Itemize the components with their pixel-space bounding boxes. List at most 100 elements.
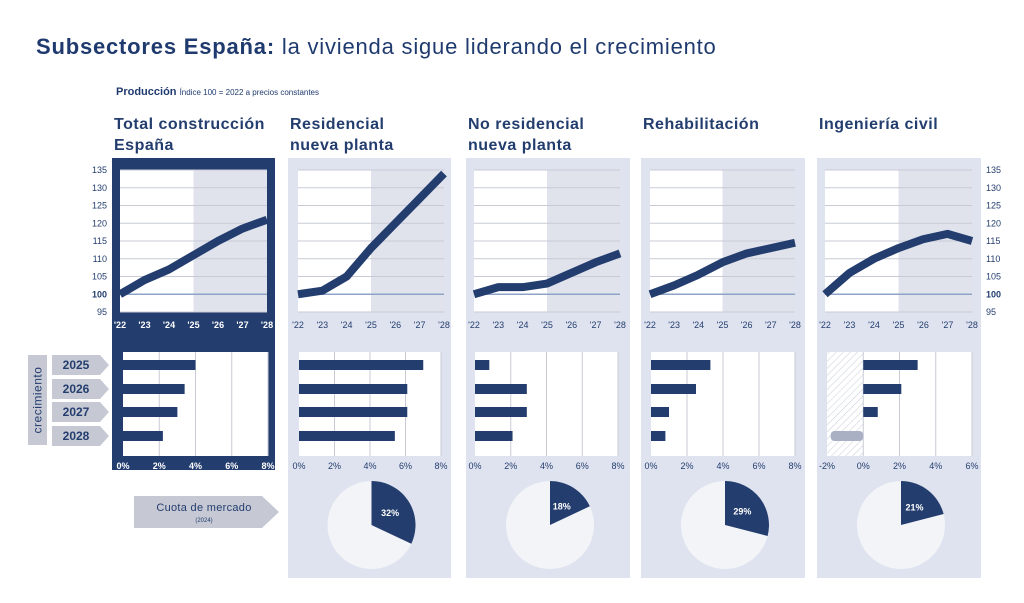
y-tick-left-110: 110 [93,254,107,264]
year-tick-5-4: '25 [893,320,905,330]
growth-bar-1-2026 [123,384,185,394]
year-tick-5-2: '23 [844,320,856,330]
year-tick-3-7: '28 [614,320,626,330]
subtitle-bold: Producción [116,86,177,98]
year-tick-1-3: '24 [163,320,175,330]
panel-title-3-line-1: No residencial [468,116,584,133]
pct-tick-4-4: 6% [752,461,765,471]
year-tab-label-2025: 2025 [63,358,90,372]
growth-bar-4-2026 [651,384,696,394]
year-tick-2-7: '28 [438,320,450,330]
production-line-4 [648,238,796,299]
market-share-sub: (2024) [195,518,212,524]
year-tick-2-4: '25 [365,320,377,330]
production-line-5 [822,229,974,298]
growth-bar-5-2026 [863,384,902,394]
y-tick-right-120: 120 [986,218,1001,228]
pct-tick-5-1: -2% [819,461,835,471]
year-tick-5-5: '26 [917,320,929,330]
growth-bar-2-2027 [299,407,408,417]
pct-tick-5-4: 4% [929,461,942,471]
market-share-label: Cuota de mercado [156,502,251,514]
panel-title-1-line-1: Total construcción [114,116,265,133]
year-tick-3-1: '22 [468,320,480,330]
year-tick-4-7: '28 [789,320,801,330]
year-tick-2-5: '26 [389,320,401,330]
year-tick-1-1: '22 [114,320,126,330]
pct-tick-1-3: 4% [189,461,202,471]
year-tick-5-7: '28 [966,320,978,330]
growth-bar-4-2028 [651,431,666,441]
growth-bar-5-2025 [863,360,918,370]
year-tick-3-2: '23 [492,320,504,330]
pct-tick-3-5: 8% [611,461,624,471]
y-tick-right-135: 135 [986,165,1001,175]
share-slice-4 [725,481,769,536]
growth-bar-4-2025 [651,360,711,370]
year-tick-3-4: '25 [541,320,553,330]
pct-tick-3-1: 0% [468,461,481,471]
growth-bar-3-2028 [475,431,513,441]
y-tick-left-115: 115 [93,236,107,246]
panel-title-2-line-1: Residencial [290,116,384,133]
year-tick-4-2: '23 [668,320,680,330]
panel-title-4-line-1: Rehabilitación [643,116,759,133]
market-share-tab [134,496,279,528]
pct-tick-5-2: 0% [857,461,870,471]
pct-tick-3-4: 6% [576,461,589,471]
year-tick-5-6: '27 [942,320,954,330]
share-label-4: 29% [733,507,751,517]
year-tick-4-4: '25 [717,320,729,330]
year-tick-2-3: '24 [341,320,353,330]
panel-title-5-line-1: Ingeniería civil [819,116,938,133]
pct-tick-3-2: 2% [504,461,517,471]
year-tick-4-1: '22 [644,320,656,330]
growth-bar-5-2028 [830,431,864,441]
pct-tick-5-5: 6% [965,461,978,471]
growth-bar-3-2027 [475,407,527,417]
pct-tick-2-2: 2% [328,461,341,471]
share-label-3: 18% [553,501,571,511]
y-tick-left-95: 95 [97,307,107,317]
y-tick-left-100: 100 [92,289,107,299]
year-tick-1-5: '26 [212,320,224,330]
year-tick-2-6: '27 [414,320,426,330]
year-tab-2028 [52,426,109,446]
y-tick-left-130: 130 [92,183,107,193]
year-tab-2027 [52,402,109,422]
year-tick-4-3: '24 [692,320,704,330]
y-tick-left-125: 125 [92,201,107,211]
growth-bar-2-2025 [299,360,424,370]
page-title-rest: la vivienda sigue liderando el crecimien… [281,34,717,59]
pct-tick-4-2: 2% [680,461,693,471]
pct-tick-4-3: 4% [716,461,729,471]
production-line-1 [117,215,269,298]
growth-bar-4-2027 [651,407,669,417]
year-tick-3-5: '26 [565,320,577,330]
share-slice-2 [371,481,416,544]
y-tick-right-95: 95 [986,307,996,317]
page-title-bold: Subsectores España: [36,34,275,59]
y-tick-left-135: 135 [92,165,107,175]
pct-tick-1-5: 8% [261,461,274,471]
year-tab-label-2028: 2028 [63,429,90,443]
pct-tick-1-4: 6% [225,461,238,471]
pct-tick-5-3: 2% [893,461,906,471]
year-tab-label-2027: 2027 [63,405,90,419]
y-tick-left-120: 120 [92,218,107,228]
y-tick-right-110: 110 [986,254,1000,264]
y-tick-left-105: 105 [92,272,107,282]
production-line-2 [297,170,447,299]
growth-bar-5-2027 [863,407,878,417]
year-tick-4-5: '26 [741,320,753,330]
year-tick-3-3: '24 [517,320,529,330]
pct-tick-2-4: 6% [399,461,412,471]
growth-bar-3-2026 [475,384,527,394]
y-tick-right-115: 115 [986,236,1000,246]
panel-title-3-line-2: nueva planta [468,137,572,154]
y-tick-right-100: 100 [986,289,1001,299]
pct-tick-4-1: 0% [644,461,657,471]
year-tick-2-1: '22 [292,320,304,330]
